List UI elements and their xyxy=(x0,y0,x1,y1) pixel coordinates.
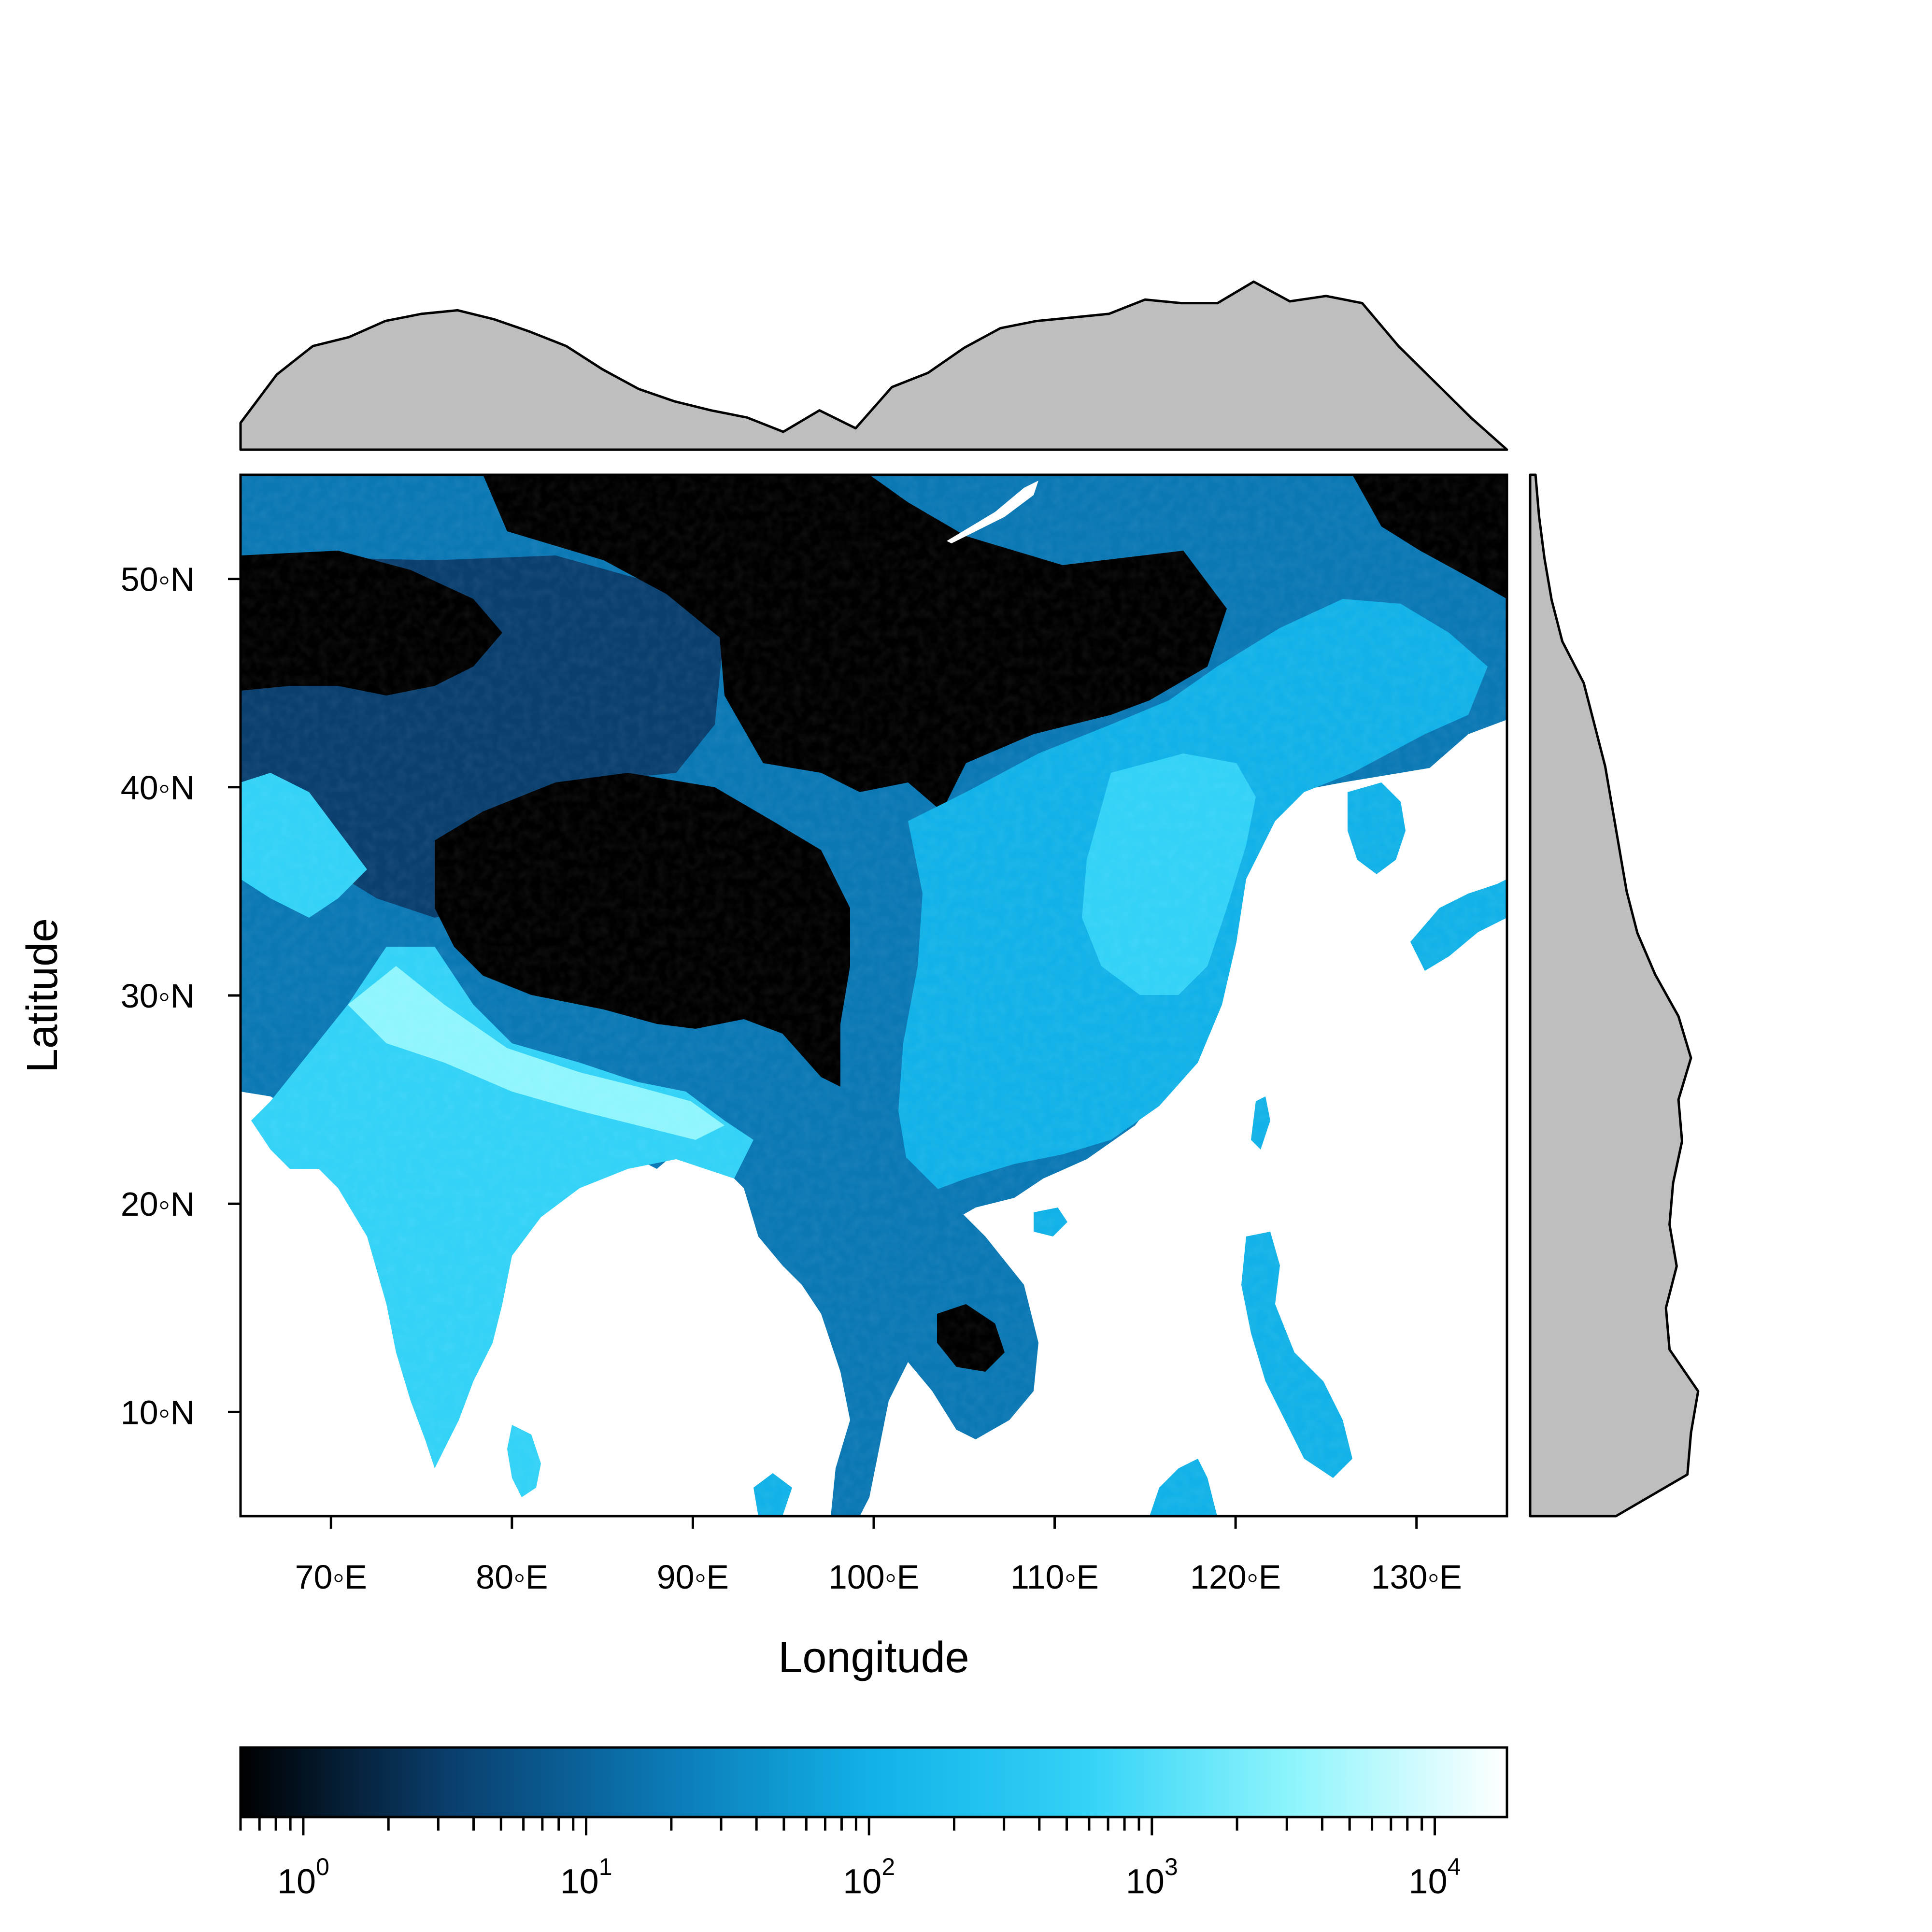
y-tick-label: 20◦N xyxy=(121,1185,195,1223)
y-tick-label: 50◦N xyxy=(121,561,195,598)
colorbar-label-exponent: 3 xyxy=(1165,1853,1178,1880)
colorbar-bar xyxy=(239,1746,1508,1818)
latitude-marginal-plot xyxy=(1529,473,1700,1518)
x-tick-label: 70◦E xyxy=(295,1558,367,1596)
colorbar-label-base: 10 xyxy=(1126,1862,1165,1901)
colorbar-label: 104 xyxy=(1409,1853,1461,1901)
colorbar: 100 101 102 103 104 xyxy=(239,1746,1508,1901)
x-tick-label: 80◦E xyxy=(476,1558,548,1596)
colorbar-label-exponent: 0 xyxy=(316,1853,329,1880)
colorbar-label: 102 xyxy=(843,1853,895,1901)
x-tick-label: 130◦E xyxy=(1371,1558,1462,1596)
x-tick-label: 90◦E xyxy=(657,1558,729,1596)
longitude-axis: 70◦E 80◦E 90◦E 100◦E 110◦E 120◦E 130◦E xyxy=(295,1516,1462,1596)
colorbar-label-exponent: 1 xyxy=(599,1853,612,1880)
colorbar-label-base: 10 xyxy=(277,1862,316,1901)
colorbar-label-exponent: 2 xyxy=(881,1853,895,1880)
colorbar-label: 103 xyxy=(1126,1853,1178,1901)
colorbar-label-base: 10 xyxy=(560,1862,599,1901)
colorbar-label-base: 10 xyxy=(843,1862,881,1901)
density-texture xyxy=(241,475,1507,1516)
map-panel xyxy=(241,475,1507,1516)
x-tick-label: 120◦E xyxy=(1190,1558,1281,1596)
latitude-marginal-area xyxy=(1529,473,1700,1518)
colorbar-label: 100 xyxy=(277,1853,329,1901)
colorbar-ticks: 100 101 102 103 104 xyxy=(239,1817,1461,1901)
x-tick-label: 100◦E xyxy=(828,1558,919,1596)
x-axis-label: Longitude xyxy=(778,1634,969,1682)
x-tick-label: 110◦E xyxy=(1010,1558,1099,1596)
longitude-marginal-plot xyxy=(239,280,1508,451)
colorbar-label: 101 xyxy=(560,1853,612,1901)
colorbar-label-exponent: 4 xyxy=(1448,1853,1461,1880)
y-tick-label: 40◦N xyxy=(121,769,195,807)
longitude-marginal-area xyxy=(239,280,1508,451)
colorbar-label-base: 10 xyxy=(1409,1862,1448,1901)
y-tick-label: 10◦N xyxy=(121,1393,195,1431)
y-axis-label: Latitude xyxy=(18,918,67,1073)
latitude-axis: 10◦N 20◦N 30◦N 40◦N 50◦N xyxy=(121,561,241,1431)
y-tick-label: 30◦N xyxy=(121,977,195,1015)
